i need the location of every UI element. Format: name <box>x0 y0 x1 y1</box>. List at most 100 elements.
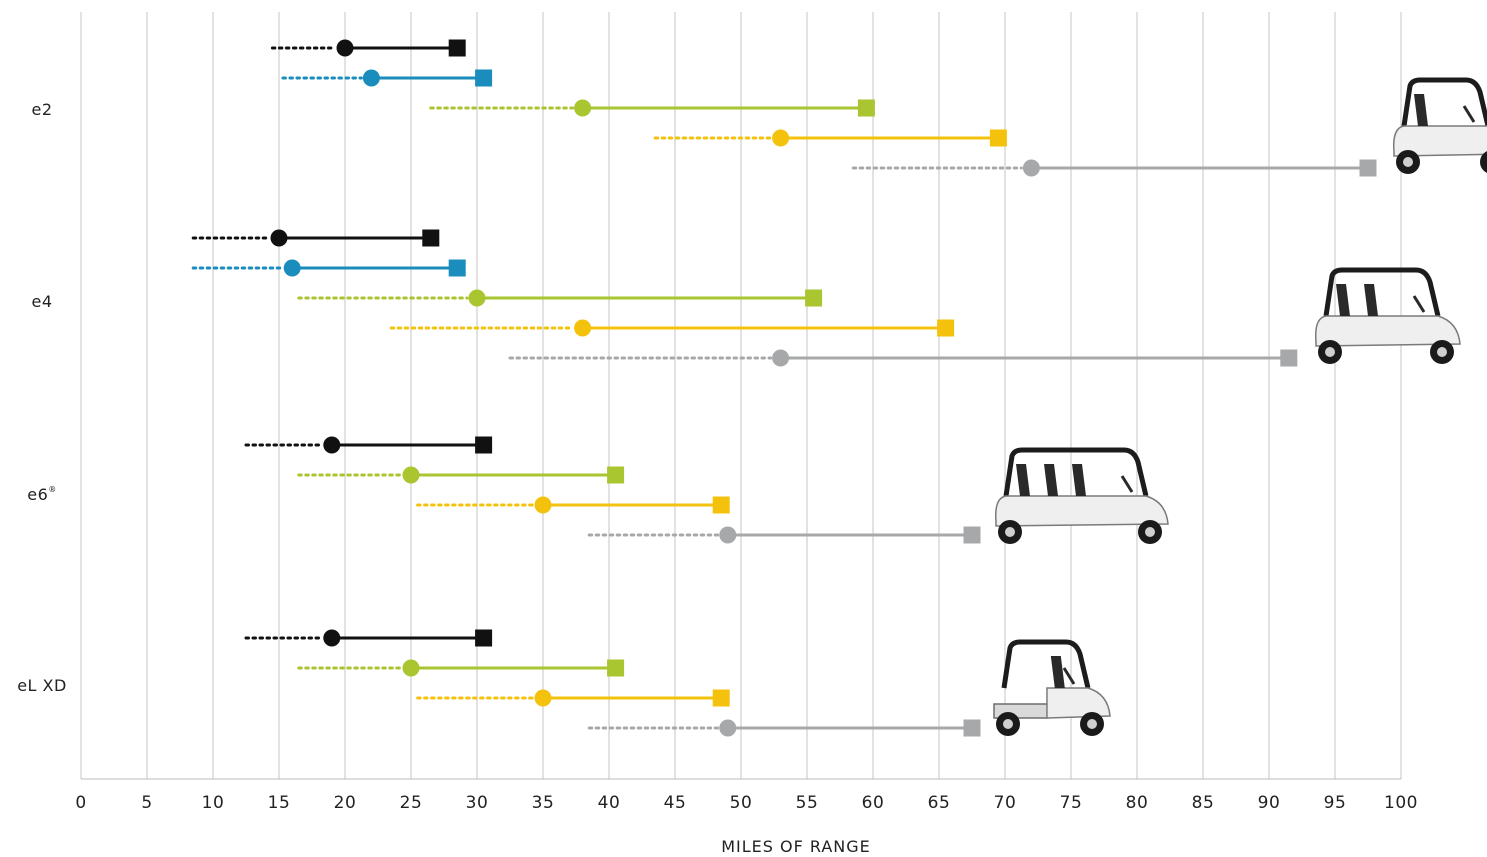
x-tick-label: 5 <box>141 793 152 813</box>
range-square-marker <box>963 719 981 737</box>
range-row <box>297 289 823 307</box>
range-circle-marker <box>534 689 552 707</box>
x-tick-label: 85 <box>1192 793 1215 813</box>
cart-seat <box>1016 464 1030 496</box>
range-row <box>297 466 625 484</box>
cart-roof-frame <box>1001 639 1091 689</box>
range-row <box>191 259 466 277</box>
range-row <box>270 39 466 57</box>
cart-roof-frame <box>1323 267 1441 317</box>
model-label: eL XD <box>17 676 67 695</box>
range-circle-marker <box>772 349 790 367</box>
range-square-marker <box>422 229 440 247</box>
x-tick-label: 50 <box>730 793 753 813</box>
range-square-marker <box>989 129 1007 147</box>
x-tick-label: 10 <box>202 793 225 813</box>
range-square-marker <box>1280 349 1298 367</box>
range-row <box>587 526 981 544</box>
x-tick-label: 95 <box>1324 793 1347 813</box>
x-tick-label: 30 <box>466 793 489 813</box>
cart-seat <box>1414 94 1428 126</box>
cart-seat <box>1336 284 1350 316</box>
range-circle-marker <box>719 719 737 737</box>
range-circle-marker <box>402 659 420 677</box>
x-tick-label: 25 <box>400 793 423 813</box>
model-label: e6® <box>27 485 57 504</box>
x-tick-label: 70 <box>994 793 1017 813</box>
x-tick-label: 65 <box>928 793 951 813</box>
cart-hubcap <box>1145 527 1155 537</box>
range-square-marker <box>712 689 730 707</box>
cart-seat <box>1072 464 1086 496</box>
range-square-marker <box>712 496 730 514</box>
x-tick-label: 100 <box>1384 793 1418 813</box>
range-row <box>191 229 440 247</box>
range-square-marker <box>805 289 823 307</box>
range-circle-marker <box>1022 159 1040 177</box>
model-group: e2 <box>31 39 1487 177</box>
x-tick-label: 15 <box>268 793 291 813</box>
range-circle-marker <box>270 229 288 247</box>
range-square-marker <box>475 436 493 454</box>
range-circle-marker <box>468 289 486 307</box>
range-square-marker <box>963 526 981 544</box>
x-tick-label: 75 <box>1060 793 1083 813</box>
cart-roof-frame <box>1401 77 1487 127</box>
model-group: e4 <box>31 229 1461 367</box>
range-row <box>508 349 1298 367</box>
range-square-marker <box>475 69 493 87</box>
range-square-marker <box>937 319 955 337</box>
range-square-marker <box>475 629 493 647</box>
range-row <box>429 99 875 117</box>
range-circle-marker <box>336 39 354 57</box>
cart-hubcap <box>1005 527 1015 537</box>
range-row <box>416 689 730 707</box>
range-circle-marker <box>534 496 552 514</box>
model-label: e2 <box>31 100 52 119</box>
cart-seat <box>1364 284 1378 316</box>
cart-steering <box>1062 667 1076 685</box>
model-groups: e2 e4 e6® eL XD <box>17 39 1487 737</box>
cart-body <box>1392 125 1487 157</box>
range-row <box>297 659 625 677</box>
x-tick-label: 20 <box>334 793 357 813</box>
x-tick-label: 45 <box>664 793 687 813</box>
range-row <box>587 719 981 737</box>
cart-steering <box>1412 295 1426 313</box>
range-circle-marker <box>323 629 341 647</box>
cart-hubcap <box>1003 719 1013 729</box>
range-circle-marker <box>772 129 790 147</box>
cart-body <box>1314 315 1461 347</box>
range-row <box>244 629 493 647</box>
cart-hubcap <box>1325 347 1335 357</box>
cart-body <box>1046 687 1111 719</box>
six-seat-cart-icon <box>994 447 1169 544</box>
cart-wheel <box>1480 151 1487 173</box>
range-square-marker <box>607 466 625 484</box>
range-square-marker <box>607 659 625 677</box>
range-row <box>281 69 493 87</box>
x-tick-label: 35 <box>532 793 555 813</box>
four-seat-cart-icon <box>1314 267 1461 364</box>
range-circle-marker <box>719 526 737 544</box>
gridlines <box>80 12 1402 779</box>
cart-steering <box>1120 475 1134 493</box>
range-row <box>851 159 1377 177</box>
cart-body <box>994 495 1169 527</box>
range-row <box>416 496 730 514</box>
x-tick-label: 90 <box>1258 793 1281 813</box>
x-axis-title: MILES OF RANGE <box>721 837 871 856</box>
range-circle-marker <box>574 99 592 117</box>
range-row <box>244 436 493 454</box>
range-square-marker <box>448 259 466 277</box>
two-seat-cart-icon <box>1392 77 1487 174</box>
cart-roof-frame <box>1003 447 1149 497</box>
range-circle-marker <box>574 319 592 337</box>
range-square-marker <box>1359 159 1377 177</box>
x-tick-label: 0 <box>75 793 86 813</box>
range-circle-marker <box>402 466 420 484</box>
x-tick-label: 60 <box>862 793 885 813</box>
range-square-marker <box>857 99 875 117</box>
cart-seat <box>1044 464 1058 496</box>
